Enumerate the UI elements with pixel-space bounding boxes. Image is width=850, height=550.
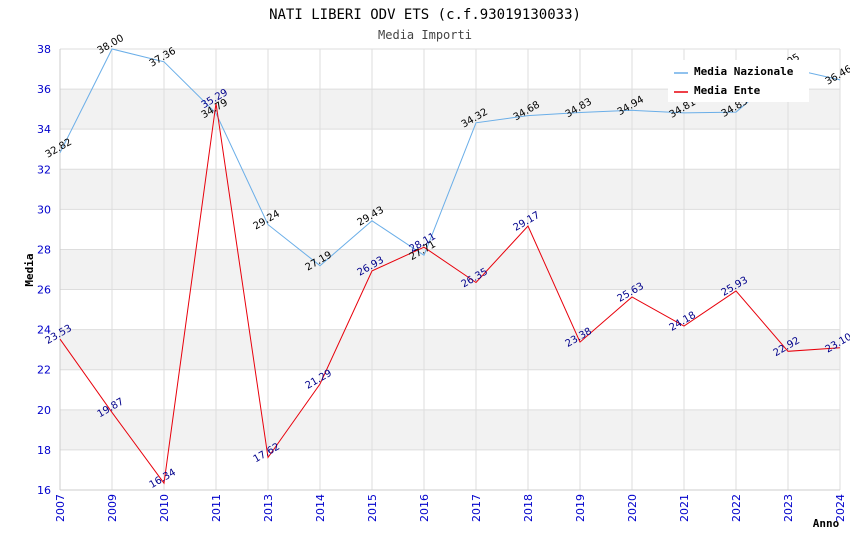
y-tick-label: 36 <box>37 83 51 96</box>
grid-band <box>60 409 840 450</box>
x-tick-label: 2013 <box>262 494 275 522</box>
x-tick-label: 2010 <box>158 494 171 522</box>
data-label-media-ente: 29.17 <box>512 210 542 234</box>
series-lines <box>59 48 841 485</box>
y-tick-label: 34 <box>37 123 51 136</box>
x-tick-label: 2007 <box>54 494 67 522</box>
x-tick-label: 2021 <box>678 494 691 522</box>
x-tick-label: 2018 <box>522 494 535 522</box>
x-tick-label: 2022 <box>730 494 743 522</box>
series-line-media-ente <box>59 103 841 485</box>
y-tick-label: 32 <box>37 163 51 176</box>
grid-bands <box>60 89 840 450</box>
x-tick-label: 2023 <box>782 494 795 522</box>
x-tick-label: 2020 <box>626 494 639 522</box>
x-tick-label: 2017 <box>470 494 483 522</box>
legend-label-media-ente: Media Ente <box>694 84 761 97</box>
data-label-media-nazionale: 38.00 <box>96 33 126 57</box>
x-tick-label: 2024 <box>834 494 847 522</box>
y-tick-label: 28 <box>37 243 51 256</box>
y-tick-label: 30 <box>37 203 51 216</box>
data-label-media-ente: 21.29 <box>304 368 334 392</box>
y-axis-ticks: 16 18 20 22 24 26 28 30 32 34 36 38 <box>37 43 51 497</box>
y-tick-label: 22 <box>37 364 51 377</box>
data-label-media-nazionale: 36.46 <box>824 64 850 88</box>
data-label-media-nazionale: 29.24 <box>252 209 282 233</box>
x-axis-label: Anno <box>813 517 840 530</box>
data-label-media-ente: 16.34 <box>148 467 178 491</box>
y-tick-label: 24 <box>37 324 51 337</box>
x-axis-ticks: 2007 2009 2010 2011 2013 2014 2015 2016 2017 2018… <box>54 494 847 522</box>
legend-label-media-nazionale: Media Nazionale <box>694 65 794 78</box>
legend-box <box>668 60 809 102</box>
data-label-media-nazionale: 32.82 <box>44 137 74 161</box>
y-tick-label: 38 <box>37 43 51 56</box>
grid-band <box>60 329 840 370</box>
y-axis-label: Media <box>23 253 36 286</box>
x-tick-label: 2009 <box>106 494 119 522</box>
x-tick-label: 2014 <box>314 494 327 522</box>
x-tick-label: 2019 <box>574 494 587 522</box>
y-tick-label: 18 <box>37 444 51 457</box>
legend: Media Nazionale Media Ente <box>668 60 809 102</box>
y-tick-label: 26 <box>37 284 51 297</box>
chart-subtitle: Media Importi <box>378 28 472 42</box>
x-tick-label: 2011 <box>210 494 223 522</box>
x-tick-label: 2015 <box>366 494 379 522</box>
chart-title: NATI LIBERI ODV ETS (c.f.93019130033) <box>269 7 581 23</box>
x-tick-label: 2016 <box>418 494 431 522</box>
grid-band <box>60 249 840 290</box>
y-tick-label: 16 <box>37 484 51 497</box>
grid-lines <box>59 48 841 491</box>
series-line-media-nazionale <box>59 48 841 267</box>
y-tick-label: 20 <box>37 404 51 417</box>
